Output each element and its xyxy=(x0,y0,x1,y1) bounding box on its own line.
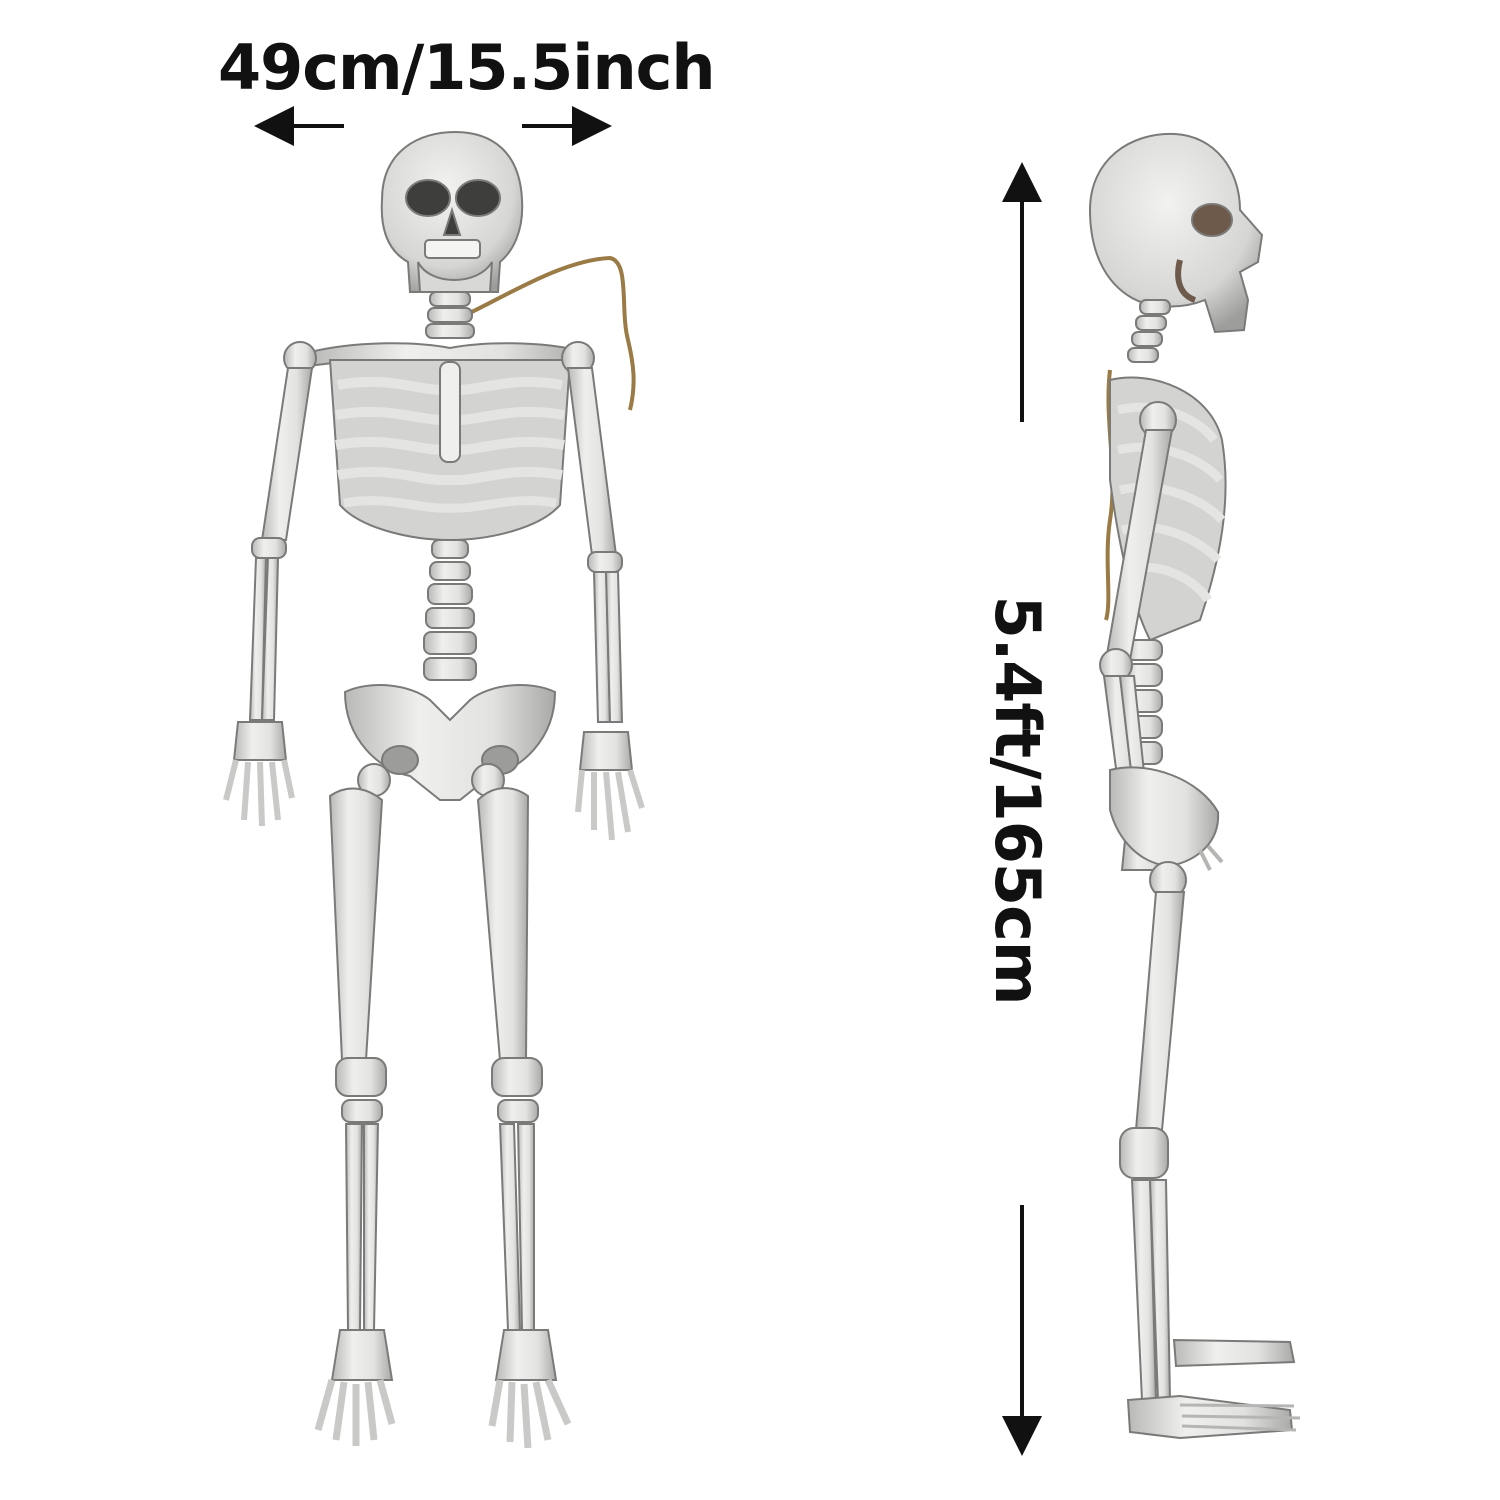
front-skull xyxy=(380,130,524,293)
side-neck xyxy=(1127,299,1171,363)
front-right-arm xyxy=(561,341,645,841)
front-spine xyxy=(423,539,477,681)
width-dimension-label: 49cm/15.5inch xyxy=(218,31,716,104)
front-neck xyxy=(425,291,475,339)
skeleton-side xyxy=(1088,132,1301,1440)
front-right-leg xyxy=(471,763,572,1449)
front-left-leg xyxy=(314,763,396,1446)
skeleton-front xyxy=(223,130,645,1449)
front-left-arm xyxy=(223,341,317,827)
side-pelvis xyxy=(1109,766,1224,871)
front-ribcage xyxy=(328,359,572,542)
side-leg xyxy=(1119,861,1301,1440)
side-skull xyxy=(1088,132,1264,334)
